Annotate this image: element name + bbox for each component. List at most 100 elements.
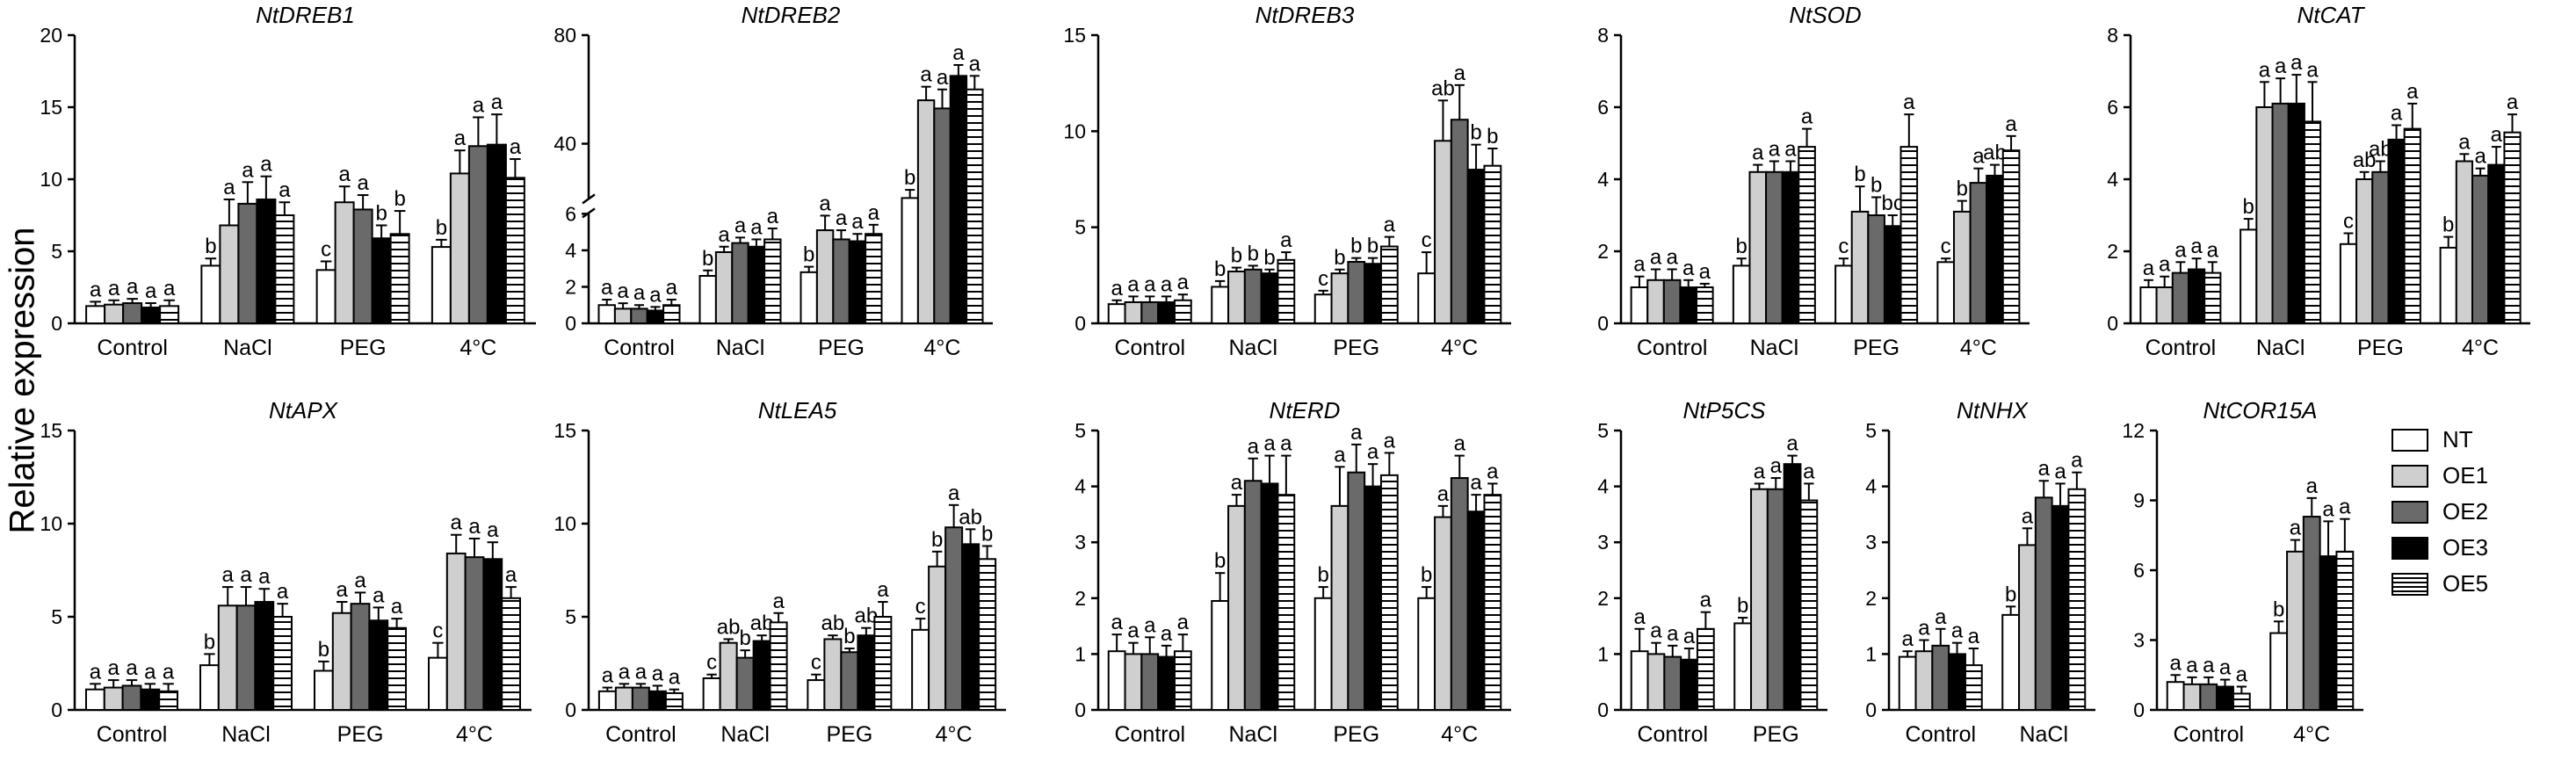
bar-oe1-control [1124, 653, 1143, 712]
bar-oe1-control [613, 308, 633, 325]
sig-letter-nt-4degc: c [1422, 228, 1432, 252]
legend-swatch-oe1 [2391, 464, 2428, 488]
sig-letter-oe3-control: a [649, 283, 662, 307]
sig-letter-oe2-nacl: a [242, 158, 254, 182]
sig-letter-nt-peg: c [321, 237, 331, 261]
sig-letter-oe5-nacl: a [2306, 58, 2319, 82]
bar-oe1-nacl [2018, 544, 2037, 711]
bar-oe3-nacl [256, 198, 277, 324]
x-tick-label-4degc: 4°C [936, 722, 973, 747]
bar-oe2-4degc [944, 526, 964, 711]
bar-oe2-control [122, 302, 143, 325]
sig-letter-oe5-nacl: a [772, 590, 785, 613]
sig-letter-oe1-peg: b [1334, 246, 1345, 270]
bar-oe3-peg [848, 240, 867, 324]
bar-oe3-nacl [2051, 504, 2070, 711]
bar-oe3-peg [371, 237, 392, 324]
y-tick-label: 5 [1075, 216, 1086, 239]
sig-letter-nt-peg: c [1838, 235, 1849, 258]
sig-letter-oe3-peg: a [2391, 102, 2403, 126]
bar-oe1-control [1646, 279, 1665, 324]
bar-oe2-4degc [467, 145, 488, 324]
bar-nt-4degc [431, 246, 452, 324]
y-tick-label: 40 [554, 133, 576, 156]
bar-oe1-4degc [2286, 550, 2305, 711]
bar-oe2-4degc [2471, 174, 2490, 324]
bar-oe2-nacl [2271, 102, 2290, 325]
bar-oe5-peg [1799, 499, 1819, 711]
sig-letter-nt-4degc: c [915, 595, 926, 619]
sig-letter-oe5-control: a [163, 660, 175, 684]
sig-letter-oe1-control: a [617, 279, 629, 303]
sig-letter-oe2-nacl: a [1769, 138, 1781, 162]
bar-oe3-control [648, 690, 667, 711]
y-tick-label: 5 [51, 605, 62, 628]
bar-oe2-control [630, 308, 648, 325]
sig-letter-oe1-peg: a [338, 163, 351, 186]
x-tick-label-control: Control [1114, 722, 1185, 747]
sig-letter-oe1-nacl: a [222, 563, 235, 587]
legend-label-oe5: OE5 [2442, 570, 2489, 597]
y-tick-label: 0 [2107, 312, 2118, 335]
sig-letter-oe3-peg: b [375, 201, 387, 225]
bar-oe1-control [1124, 300, 1143, 324]
legend-label-oe3: OE3 [2442, 534, 2489, 561]
bar-oe3-peg [1364, 263, 1382, 325]
bar-oe3-nacl [1260, 482, 1279, 711]
bar-oe1-control [2155, 286, 2174, 324]
y-tick-label: 0 [1597, 698, 1609, 721]
bar-nt-4degc [901, 197, 919, 324]
bar-oe5-peg [1379, 245, 1399, 324]
bar-nt-peg [315, 269, 336, 325]
bar-nt-control [597, 304, 616, 324]
bar-oe2-peg [1347, 261, 1366, 325]
sig-letter-oe2-4degc: a [1454, 432, 1466, 456]
sig-letter-oe1-nacl: a [2259, 58, 2271, 82]
bar-oe5-control [1964, 664, 1983, 711]
bar-oe1-peg [1330, 272, 1350, 324]
bar-oe1-4degc [449, 172, 470, 324]
bar-oe1-peg [334, 201, 355, 324]
y-tick-label: 15 [554, 419, 576, 442]
sig-letter-nt-4degc: b [436, 216, 447, 240]
bar-oe3-peg [1364, 485, 1382, 711]
bar-oe3-4degc [1466, 169, 1486, 324]
sig-letter-nt-peg: c [2343, 210, 2354, 234]
sig-letter-oe1-nacl: ab [717, 615, 741, 639]
sig-letter-oe3-4degc: a [952, 41, 965, 65]
sig-letter-nt-4degc: c [1941, 235, 1951, 258]
sig-letter-oe3-nacl: a [260, 153, 272, 177]
sig-letter-oe5-4degc: a [505, 563, 517, 587]
x-tick-label-peg: PEG [340, 336, 387, 360]
bar-oe3-control [646, 309, 665, 325]
legend-label-nt: NT [2442, 426, 2473, 452]
chart-title: NtP5CS [1683, 397, 1767, 423]
bar-oe2-peg [840, 651, 859, 712]
sig-letter-oe2-control: a [126, 656, 138, 680]
x-tick-label-4degc: 4°C [1960, 336, 1997, 360]
y-tick-label: 12 [2122, 419, 2145, 442]
bar-oe2-peg [1347, 471, 1366, 711]
sig-letter-nt-4degc: b [2273, 597, 2284, 621]
y-tick-label: 5 [1075, 419, 1086, 442]
sig-letter-oe1-control: a [1918, 617, 1930, 641]
sig-letter-oe1-peg: a [1334, 443, 1346, 467]
sig-letter-nt-peg: b [803, 243, 814, 267]
bar-oe3-4degc [2319, 555, 2338, 711]
y-tick-label: 0 [51, 312, 62, 335]
y-tick-label: 0 [2133, 698, 2145, 721]
sig-letter-oe5-control: a [666, 276, 678, 300]
bar-oe5-peg [873, 616, 893, 711]
x-tick-label-peg: PEG [337, 722, 384, 747]
legend-swatch-nt [2391, 428, 2428, 452]
legend-item-oe1: OE1 [2391, 458, 2488, 494]
y-tick-label: 0 [565, 312, 576, 335]
bar-oe1-control [103, 686, 124, 711]
bar-nt-peg [800, 271, 818, 324]
x-tick-label-nacl: NaCl [2256, 336, 2305, 360]
sig-letter-oe3-control: a [1951, 619, 1964, 643]
bar-nt-peg [1733, 622, 1753, 711]
